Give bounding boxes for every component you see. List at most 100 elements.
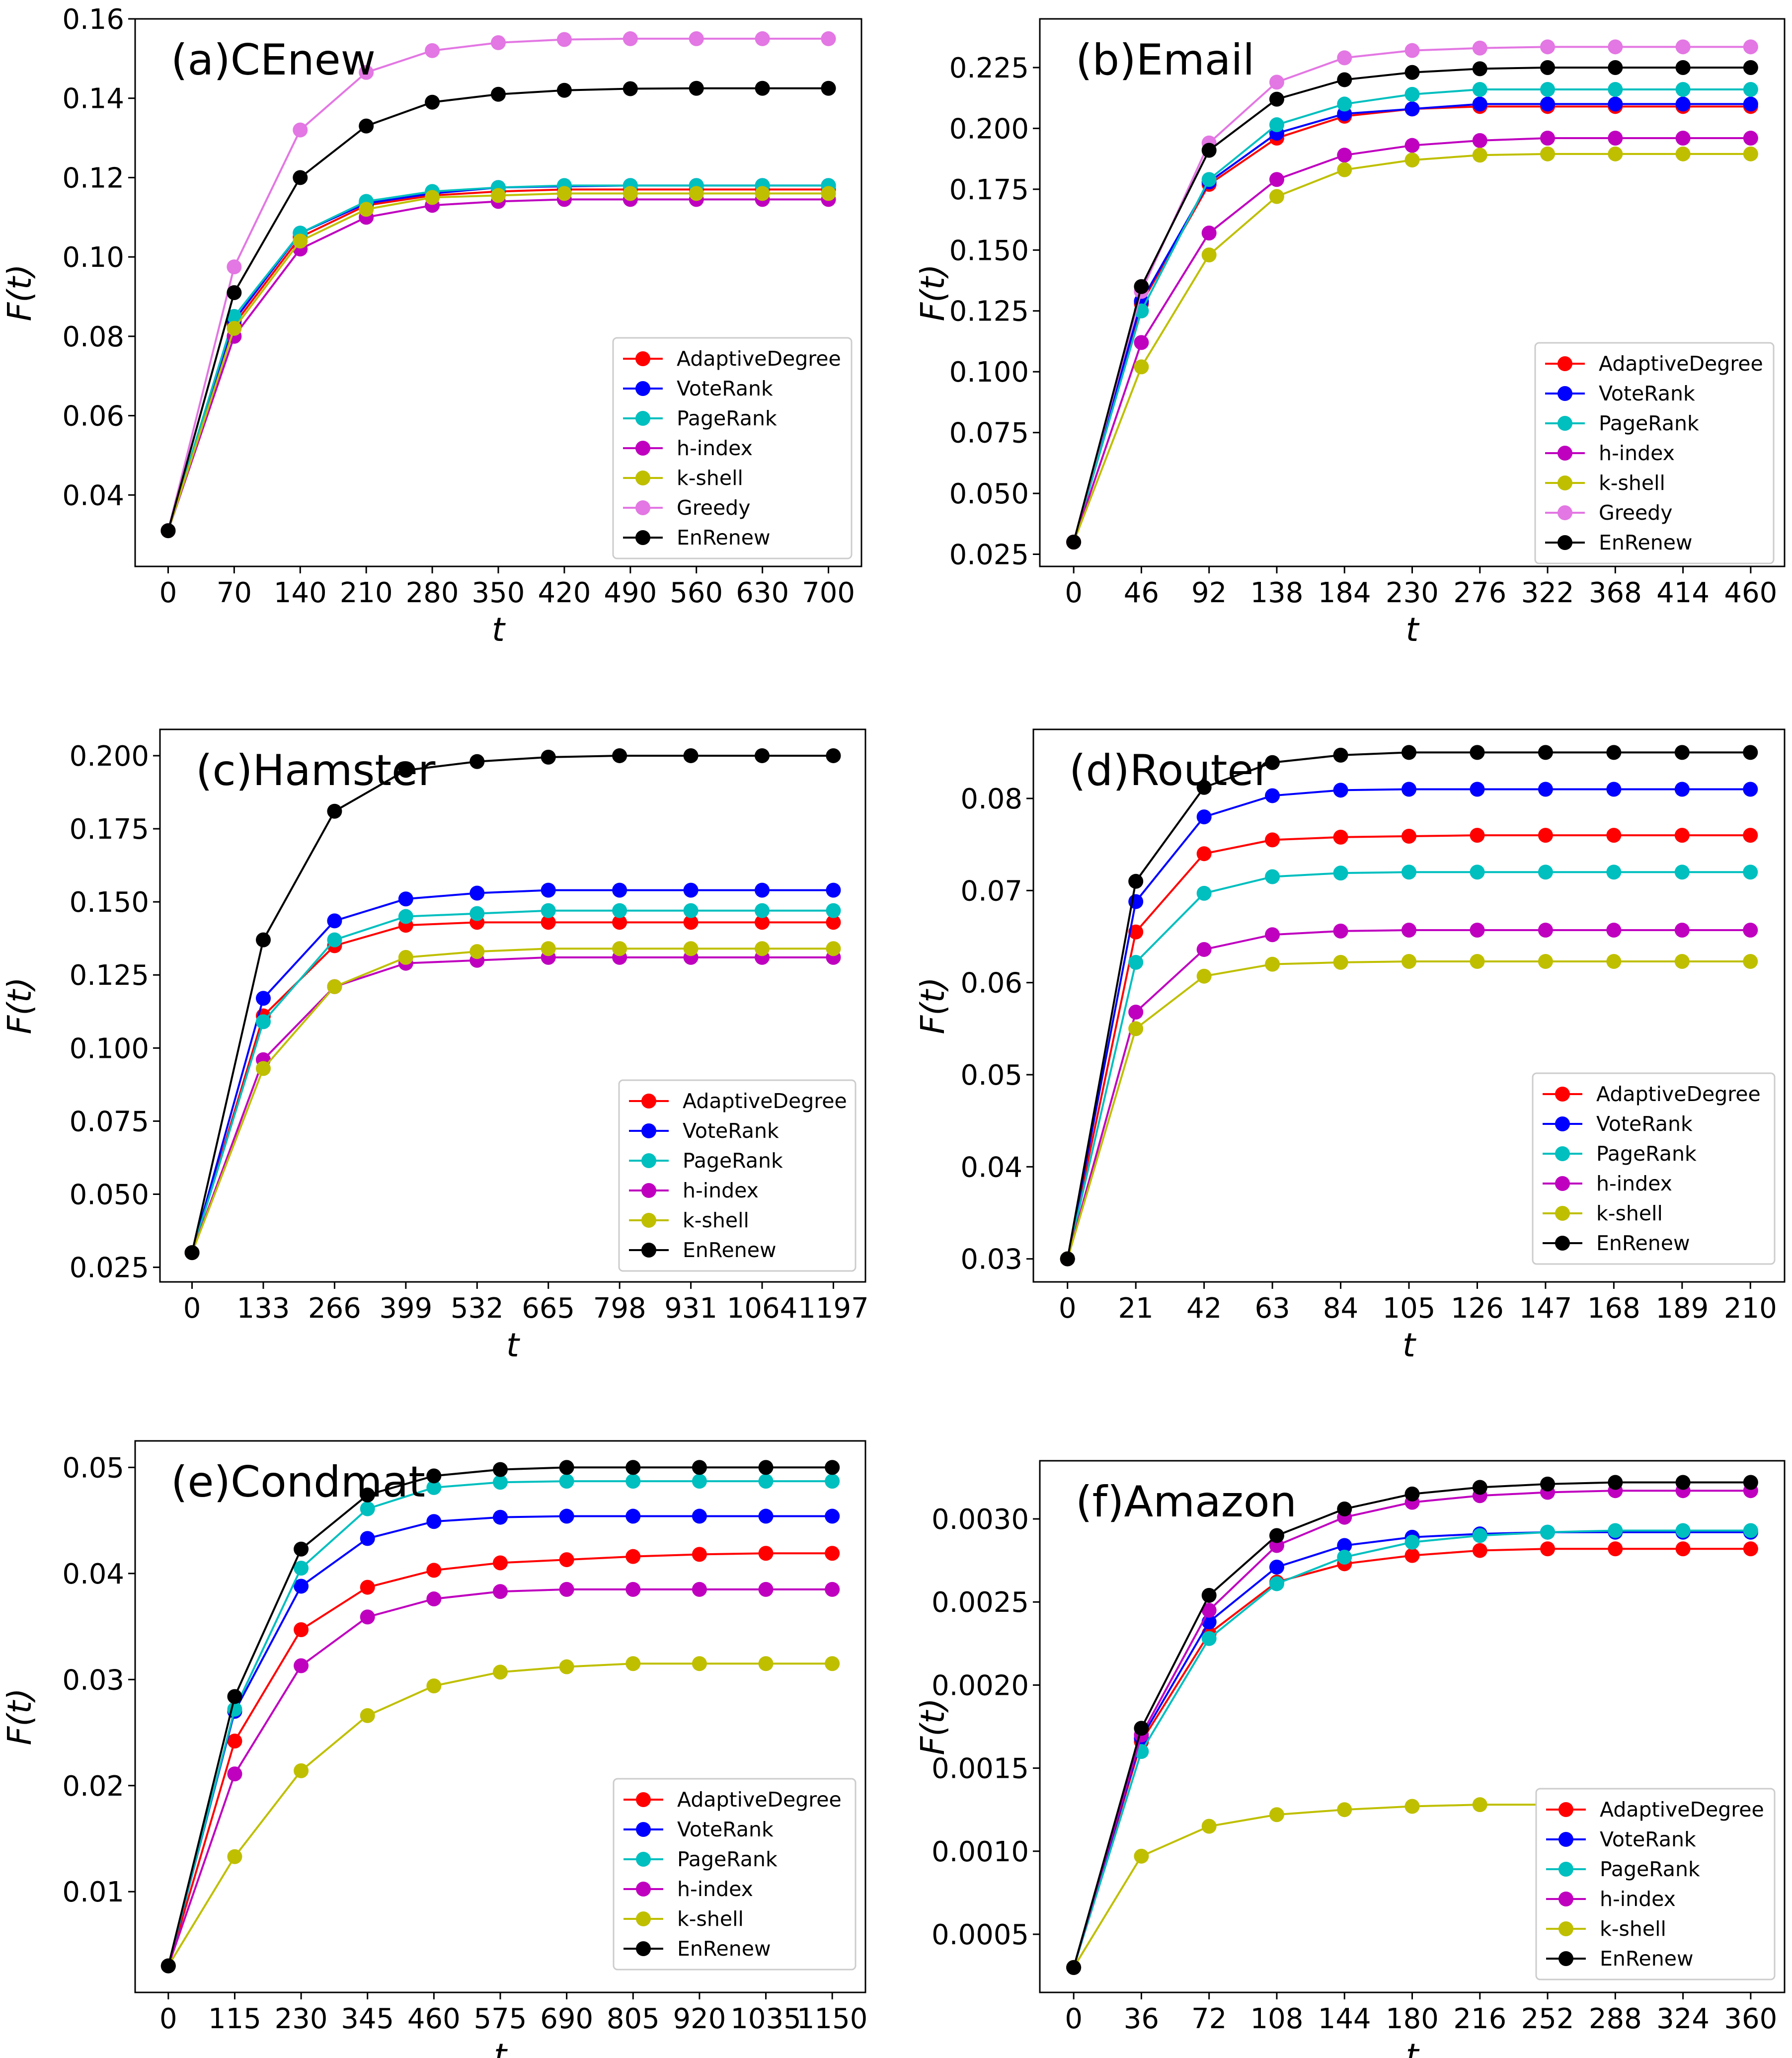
data-point	[227, 1734, 242, 1749]
y-tick-label: 0.025	[70, 1252, 149, 1284]
data-point	[491, 86, 506, 102]
x-tick-label: 115	[208, 2003, 261, 2035]
y-tick-label: 0.100	[949, 356, 1029, 389]
y-tick-label: 0.05	[960, 1059, 1022, 1092]
legend: AdaptiveDegree VoteRank PageRank h-index k-s…	[618, 1079, 857, 1272]
data-point	[612, 915, 627, 930]
legend: AdaptiveDegree VoteRank PageRank h-index k-s…	[613, 1778, 857, 1971]
data-point	[359, 118, 374, 134]
data-point	[1470, 865, 1485, 880]
data-point	[1472, 148, 1487, 163]
data-point	[1674, 923, 1690, 938]
legend-box	[613, 1778, 857, 1971]
data-point	[327, 803, 342, 819]
legend-item: AdaptiveDegree	[629, 1089, 847, 1113]
y-axis-label: F(t)	[914, 977, 952, 1034]
x-axis-label: t	[492, 611, 506, 649]
legend-box	[618, 1079, 857, 1272]
legend-item: PageRank	[1545, 411, 1699, 435]
y-tick-label: 0.075	[70, 1106, 149, 1138]
data-point	[491, 188, 506, 203]
data-point	[426, 1591, 442, 1607]
legend-marker	[1555, 1116, 1570, 1131]
legend-item: VoteRank	[629, 1119, 779, 1143]
y-tick-label: 0.175	[949, 174, 1029, 206]
data-point	[493, 1475, 508, 1490]
x-axis-label: t	[1402, 1326, 1416, 1364]
data-point	[1675, 96, 1691, 112]
data-point	[1608, 1523, 1623, 1538]
series-h-index	[160, 1582, 840, 1974]
legend-label: EnRenew	[677, 526, 771, 550]
data-point	[755, 915, 770, 930]
data-point	[683, 941, 699, 956]
x-tick-label: 72	[1191, 2003, 1227, 2035]
data-point	[1201, 1819, 1217, 1834]
data-point	[625, 1508, 641, 1524]
data-point	[1540, 1476, 1556, 1492]
data-point	[1337, 1538, 1352, 1553]
data-point	[1608, 60, 1623, 75]
x-tick-label: 0	[1065, 577, 1083, 609]
legend-marker	[1555, 1087, 1570, 1102]
x-tick-label: 700	[802, 577, 855, 609]
data-point	[683, 903, 699, 918]
data-point	[1743, 146, 1758, 161]
data-point	[1472, 1543, 1487, 1558]
data-point	[1265, 956, 1280, 972]
x-tick-label: 63	[1254, 1292, 1290, 1325]
data-point	[1743, 828, 1758, 843]
legend-item: AdaptiveDegree	[623, 347, 841, 371]
y-tick-label: 0.200	[949, 113, 1029, 145]
data-point	[612, 903, 627, 918]
panel-f: 0 36 72 108 144 180 216 252 288 324 360 0.0005 0.001…	[914, 1460, 1786, 2058]
legend-label: Greedy	[677, 496, 750, 520]
data-point	[1128, 924, 1144, 940]
legend-label: h-index	[677, 436, 753, 460]
data-point	[683, 915, 699, 930]
plot-frame	[159, 728, 866, 1283]
data-point	[1333, 747, 1348, 763]
legend-item: k-shell	[629, 1208, 749, 1232]
data-point	[1470, 782, 1485, 797]
y-tick-label: 0.025	[949, 539, 1029, 571]
data-point	[227, 1849, 242, 1864]
data-point	[1265, 788, 1280, 803]
data-point	[1134, 1721, 1149, 1736]
legend-marker	[1558, 1832, 1573, 1847]
legend-marker	[1558, 386, 1572, 401]
panel-d: 0 21 42 63 84 105 126 147 168 189 210 0.03 0.04 0.05 0…	[914, 728, 1786, 1364]
y-tick-label: 0.150	[70, 886, 149, 919]
x-tick-label: 460	[1724, 577, 1777, 609]
data-point	[1675, 130, 1691, 146]
legend-label: h-index	[677, 1877, 753, 1901]
data-point	[1608, 1541, 1623, 1557]
legend-label: k-shell	[1596, 1201, 1663, 1225]
x-tick-label: 920	[673, 2003, 726, 2035]
data-point	[1608, 1475, 1623, 1490]
data-point	[255, 1014, 271, 1029]
data-point	[1201, 143, 1217, 158]
data-point	[821, 186, 836, 201]
data-point	[755, 186, 770, 201]
data-point	[1472, 61, 1487, 77]
y-tick-label: 0.100	[70, 1032, 149, 1065]
legend-item: k-shell	[1546, 1917, 1666, 1941]
data-point	[692, 1474, 707, 1489]
x-tick-label: 210	[340, 577, 393, 609]
x-tick-label: 126	[1451, 1292, 1504, 1325]
data-point	[541, 903, 556, 918]
data-point	[1402, 954, 1416, 969]
panel-b: 0 46 92 138 184 230 276 322 368 414 460 0.025 0.050 0…	[914, 18, 1786, 649]
legend-label: Greedy	[1599, 501, 1672, 525]
data-point	[826, 748, 841, 763]
data-point	[1333, 954, 1348, 970]
data-point	[1337, 96, 1352, 112]
data-point	[625, 1549, 641, 1564]
data-point	[1606, 782, 1622, 797]
y-tick-label: 0.03	[960, 1244, 1022, 1276]
legend-marker	[641, 1243, 656, 1258]
data-point	[1402, 745, 1416, 760]
data-point	[255, 991, 271, 1006]
data-point	[692, 1460, 707, 1475]
